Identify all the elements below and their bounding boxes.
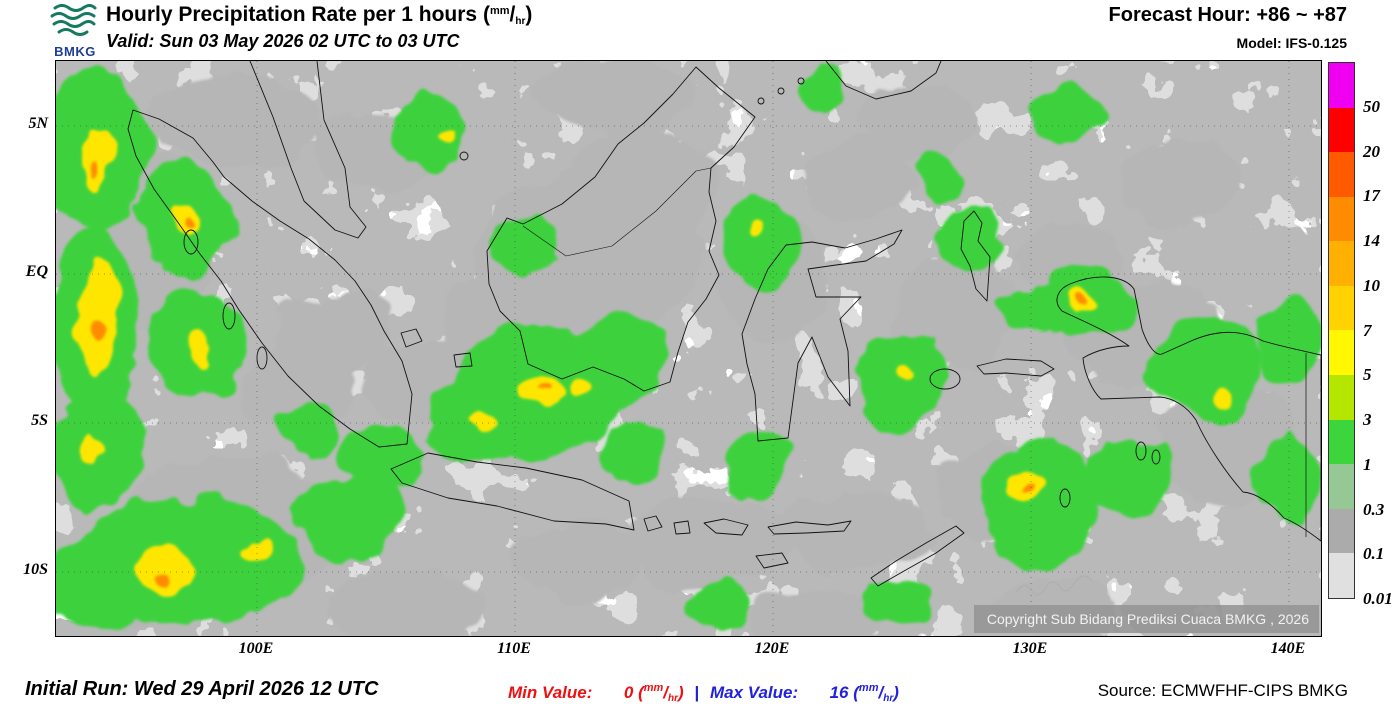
legend-color-swatch [1329, 241, 1354, 286]
title-unit: (mm/hr) [482, 3, 533, 27]
lat-label-5n: 5N [28, 115, 48, 132]
legend-color-swatch [1329, 375, 1354, 420]
copyright-text: Copyright Sub Bidang Prediksi Cuaca BMKG… [987, 611, 1309, 627]
coastlines [127, 61, 1321, 587]
legend-value-label: 10 [1363, 275, 1380, 295]
lon-label-100e: 100E [238, 640, 274, 657]
legend-value-label: 7 [1363, 320, 1372, 340]
legend-color-swatch [1329, 63, 1354, 108]
legend-value-label: 0.3 [1363, 499, 1385, 519]
lon-label-110e: 110E [497, 640, 531, 657]
max-value-label: Max Value: [709, 683, 799, 702]
precipitation-map: Copyright Sub Bidang Prediksi Cuaca BMKG… [55, 60, 1322, 637]
legend-value-label: 5 [1363, 365, 1372, 385]
legend-value-label: 3 [1363, 410, 1372, 429]
legend-bar [1328, 62, 1355, 599]
legend-color-swatch [1329, 419, 1354, 465]
forecast-hour-label: Forecast Hour: +86 ~ +87 [1108, 4, 1347, 26]
legend-color-swatch [1329, 330, 1354, 376]
min-max-separator: | [694, 683, 700, 702]
min-value-label: Min Value: [508, 683, 593, 702]
lat-label-eq: EQ [25, 263, 48, 280]
legend-color-swatch [1329, 107, 1354, 153]
bmkg-logo: BMKG [46, 1, 104, 58]
graticule [56, 61, 1321, 636]
source-label: Source: ECMWFHF-CIPS BMKG [1097, 681, 1348, 700]
legend-color-swatch [1329, 508, 1354, 554]
legend-value-label: 17 [1363, 186, 1380, 206]
page-title: Hourly Precipitation Rate per 1 hours (m… [106, 3, 533, 27]
legend-value-label: 20 [1363, 141, 1380, 161]
max-value: 16 (mm/hr) [829, 682, 899, 704]
lon-label-130e: 130E [1012, 640, 1048, 657]
model-label: Model: IFS-0.125 [1236, 35, 1347, 51]
bmkg-logo-icon [50, 4, 97, 36]
legend-value-label: 1 [1363, 454, 1372, 474]
lon-label-140e: 140E [1270, 640, 1306, 657]
valid-time-label: Valid: Sun 03 May 2026 02 UTC to 03 UTC [106, 31, 460, 51]
lat-label-5s: 5S [31, 412, 48, 429]
initial-run-label: Initial Run: Wed 29 April 2026 12 UTC [25, 678, 379, 700]
legend-value-label: 14 [1363, 231, 1380, 250]
min-value: 0 (mm/hr) [623, 682, 684, 704]
lat-label-10s: 10S [23, 561, 48, 578]
legend-color-swatch [1329, 285, 1354, 331]
bmkg-logo-text: BMKG [54, 44, 96, 59]
legend-color-swatch [1329, 553, 1354, 598]
legend-color-swatch [1329, 196, 1354, 242]
legend-value-label: 0.01 [1363, 589, 1393, 608]
precip-orange-layer [91, 163, 1093, 579]
color-scale-legend: 50 20 17 14 10 7 5 3 1 0.3 0.1 0.01 [1328, 62, 1398, 608]
map-canvas: Copyright Sub Bidang Prediksi Cuaca BMKG… [56, 61, 1321, 636]
watermark-scribble [1015, 575, 1093, 596]
legend-color-swatch [1329, 464, 1354, 509]
legend-value-label: 50 [1363, 96, 1380, 116]
legend-color-swatch [1329, 152, 1354, 197]
lon-label-120e: 120E [754, 640, 790, 657]
copyright-bar [974, 605, 1319, 633]
min-max-values: Min Value: 0 (mm/hr) | Max Value: 16 (mm… [508, 682, 899, 704]
legend-value-label: 0.1 [1363, 544, 1385, 564]
